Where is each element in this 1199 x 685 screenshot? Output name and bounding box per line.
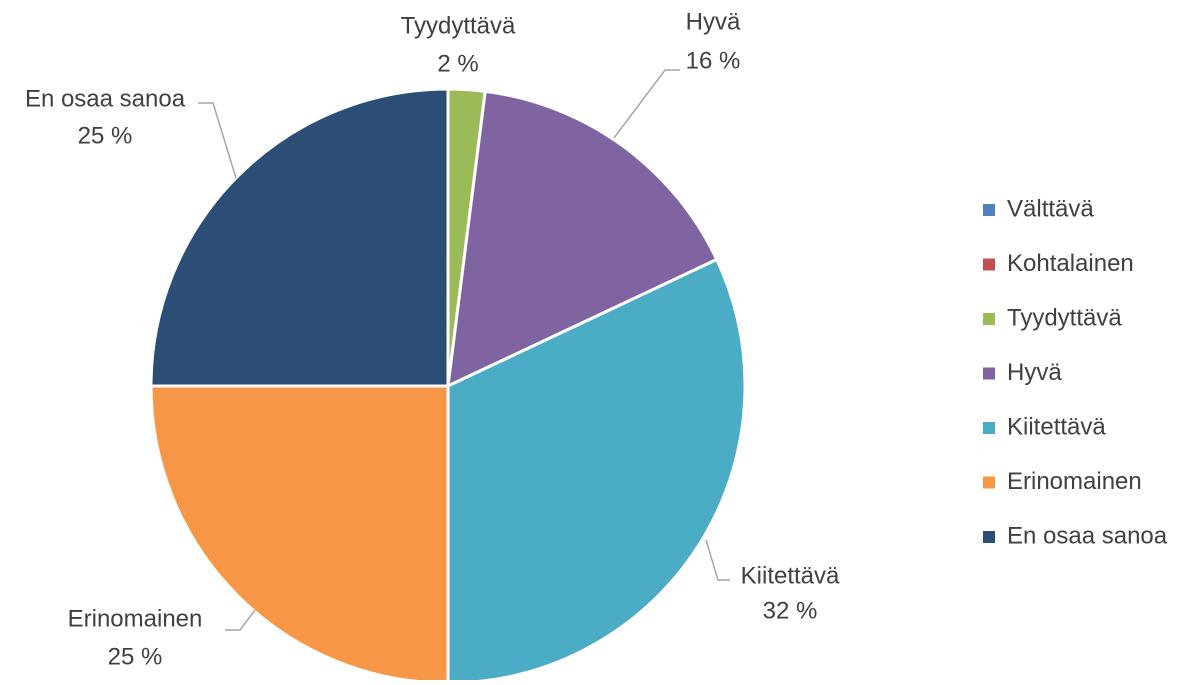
pie-slice <box>149 87 450 388</box>
data-label-name: En osaa sanoa <box>25 85 186 112</box>
data-label-name: Erinomainen <box>68 605 203 632</box>
legend-swatch <box>983 531 995 543</box>
legend-swatch <box>983 422 995 434</box>
legend-label: Erinomainen <box>1007 468 1142 495</box>
leader-line <box>225 609 256 631</box>
leader-line <box>613 69 680 139</box>
legend-label: Hyvä <box>1007 359 1062 386</box>
data-label: 16 % <box>686 47 741 74</box>
data-label-name: Hyvä <box>686 8 741 35</box>
pie-slice <box>149 384 450 685</box>
data-label-name: Kiitettävä <box>741 562 840 589</box>
pie-slice <box>446 257 747 685</box>
data-label: 32 % <box>763 597 818 624</box>
legend-label: Tyydyttävä <box>1007 304 1122 331</box>
pie-slice <box>446 89 719 389</box>
data-label-name: Tyydyttävä <box>401 12 516 39</box>
legend-label: Kiitettävä <box>1007 413 1106 440</box>
legend-label: Kohtalainen <box>1007 250 1134 277</box>
leader-line <box>705 539 730 581</box>
leader-line <box>198 102 237 179</box>
legend-label: Välttävä <box>1007 195 1094 222</box>
legend-swatch <box>983 313 995 325</box>
data-label: 25 % <box>78 122 133 149</box>
legend-swatch <box>983 258 995 271</box>
legend-label: En osaa sanoa <box>1007 522 1168 549</box>
data-label: 2 % <box>437 50 478 77</box>
legend-swatch <box>983 367 995 380</box>
legend-swatch <box>983 476 995 489</box>
legend-swatch <box>983 204 995 216</box>
data-label: 25 % <box>108 643 163 670</box>
